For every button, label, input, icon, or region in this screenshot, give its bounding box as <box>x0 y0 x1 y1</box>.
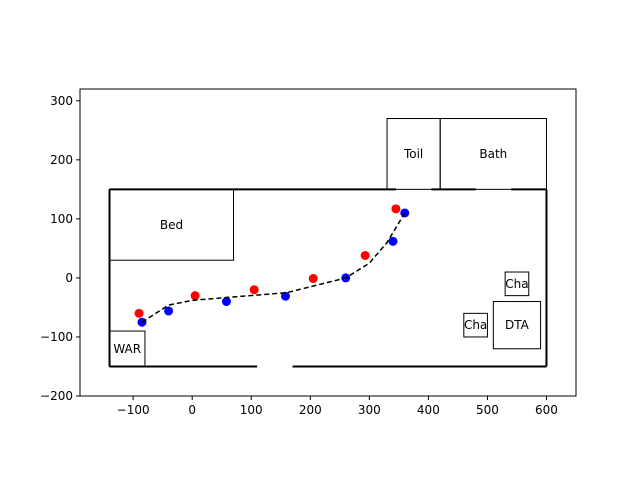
x-tick-label: 400 <box>417 403 440 417</box>
x-tick-label: 300 <box>358 403 381 417</box>
y-tick-label: 300 <box>50 94 73 108</box>
data-point-red <box>249 285 259 295</box>
room-box-bath <box>439 118 547 190</box>
data-point-red <box>360 250 370 260</box>
data-point-blue <box>280 291 290 301</box>
room-label-toil: Toil <box>403 147 423 161</box>
room-label-cha: Cha <box>505 277 528 291</box>
axes-frame <box>79 88 577 397</box>
rooms-layer: Bed Toil Bath WAR Cha Cha DTA <box>108 118 548 368</box>
room-box-cha <box>504 271 530 297</box>
y-tick-label: 0 <box>65 271 73 285</box>
data-point-blue <box>164 306 174 316</box>
room-box-war <box>109 330 146 367</box>
y-tick-label: −200 <box>40 389 73 403</box>
data-point-blue <box>221 297 231 307</box>
data-point-blue <box>388 236 398 246</box>
x-tick-label: 600 <box>535 403 558 417</box>
series-layer <box>134 204 410 327</box>
x-tick-label: −100 <box>117 403 150 417</box>
x-tick-label: 0 <box>188 403 196 417</box>
room-label-cha: Cha <box>464 318 487 332</box>
data-point-red <box>134 308 144 318</box>
y-tick-label: −100 <box>40 330 73 344</box>
x-tick-label: 100 <box>240 403 263 417</box>
room-label-bed: Bed <box>160 218 183 232</box>
x-tick-label: 200 <box>299 403 322 417</box>
y-tick-label: 100 <box>50 212 73 226</box>
room-label-bath: Bath <box>479 147 507 161</box>
room-label-war: WAR <box>113 342 141 356</box>
room-box-dta <box>492 301 542 350</box>
series-line-2 <box>141 212 406 323</box>
data-point-red <box>391 204 401 214</box>
y-tick-label: 200 <box>50 153 73 167</box>
room-box-cha <box>463 312 488 338</box>
data-point-red <box>190 291 200 301</box>
room-label-dta: DTA <box>505 318 530 332</box>
ticks-layer: −100 0 100 200 300 400 500 600 −200 −100 0 100 200 30… <box>40 94 558 417</box>
data-point-red <box>308 274 318 284</box>
x-tick-label: 500 <box>476 403 499 417</box>
room-box-bed <box>109 188 235 261</box>
